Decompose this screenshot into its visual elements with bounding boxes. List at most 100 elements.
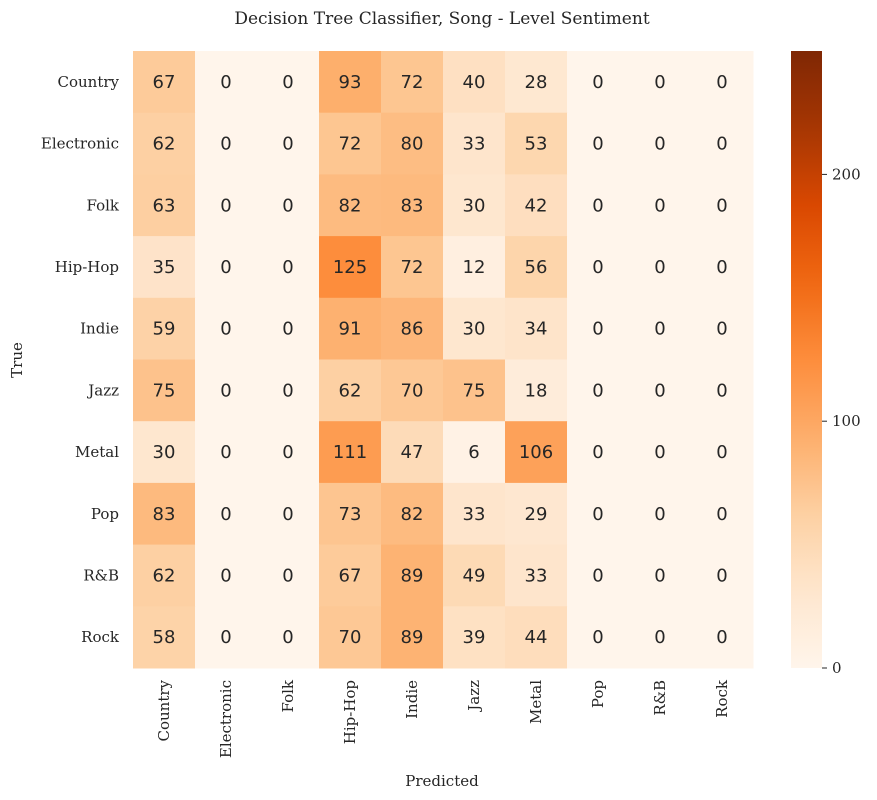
heatmap-cell bbox=[381, 51, 444, 114]
heatmap-cell bbox=[319, 236, 382, 299]
heatmap-cell bbox=[133, 359, 196, 422]
cell-value-label: 0 bbox=[220, 627, 231, 648]
cell-value-label: 0 bbox=[592, 72, 603, 93]
cell-value-label: 0 bbox=[654, 257, 665, 278]
cell-value-label: 0 bbox=[716, 565, 727, 586]
y-tick-label: Pop bbox=[91, 505, 119, 523]
cell-value-label: 0 bbox=[592, 195, 603, 216]
cell-value-label: 29 bbox=[525, 504, 548, 525]
y-tick-label: Jazz bbox=[86, 381, 119, 399]
cell-value-label: 0 bbox=[220, 72, 231, 93]
cell-value-label: 18 bbox=[525, 380, 548, 401]
cell-value-label: 93 bbox=[339, 72, 362, 93]
heatmap-cell bbox=[505, 51, 568, 114]
cell-value-label: 0 bbox=[282, 627, 293, 648]
heatmap-cell bbox=[257, 606, 320, 669]
heatmap-cell bbox=[629, 606, 692, 669]
cell-value-label: 70 bbox=[401, 380, 424, 401]
heatmap-cell bbox=[691, 112, 754, 175]
cell-value-label: 72 bbox=[401, 257, 424, 278]
heatmap-cell bbox=[319, 51, 382, 114]
heatmap-cell bbox=[319, 297, 382, 360]
x-tick-label: Jazz bbox=[465, 680, 483, 713]
heatmap-cell bbox=[133, 606, 196, 669]
cell-value-label: 80 bbox=[401, 134, 424, 155]
heatmap-cell bbox=[505, 544, 568, 607]
heatmap-cell bbox=[257, 482, 320, 546]
cell-value-label: 89 bbox=[401, 565, 424, 586]
cell-value-label: 0 bbox=[654, 319, 665, 340]
cell-value-label: 70 bbox=[339, 627, 362, 648]
cell-value-label: 33 bbox=[463, 504, 486, 525]
heatmap-cell bbox=[691, 482, 754, 546]
cell-value-label: 0 bbox=[220, 565, 231, 586]
heatmap-cell bbox=[567, 421, 630, 484]
cell-value-label: 0 bbox=[592, 565, 603, 586]
heatmap-cell bbox=[567, 51, 630, 114]
heatmap-cell bbox=[257, 359, 320, 422]
heatmap-cell bbox=[505, 606, 568, 669]
cell-value-label: 0 bbox=[592, 380, 603, 401]
cell-value-label: 75 bbox=[153, 380, 176, 401]
cell-value-label: 30 bbox=[463, 195, 486, 216]
heatmap-cell bbox=[691, 421, 754, 484]
heatmap-cell bbox=[567, 297, 630, 360]
x-tick-labels: Country Electronic Folk Hip-Hop Indie Jazz Met… bbox=[155, 679, 731, 758]
heatmap-cell bbox=[629, 297, 692, 360]
heatmap-cell bbox=[319, 359, 382, 422]
cell-value-label: 86 bbox=[401, 319, 424, 340]
heatmap-cell bbox=[257, 421, 320, 484]
cell-value-label: 0 bbox=[716, 72, 727, 93]
heatmap-cell bbox=[567, 544, 630, 607]
heatmap-cell bbox=[133, 421, 196, 484]
heatmap-cells: 67 0 0 93 72 40 28 0 0 062 0 0 72 80 33 53 0 0 063 0 0 82 83 30… bbox=[133, 51, 754, 669]
cell-value-label: 0 bbox=[654, 72, 665, 93]
heatmap-cell bbox=[505, 236, 568, 299]
x-tick-label: R&B bbox=[651, 680, 669, 716]
chart-title: Decision Tree Classifier, Song - Level S… bbox=[234, 9, 649, 29]
heatmap-cell bbox=[505, 112, 568, 175]
colorbar-tick-label: 200 bbox=[832, 165, 861, 183]
heatmap-cell bbox=[505, 174, 568, 237]
heatmap-cell bbox=[691, 51, 754, 114]
cell-value-label: 0 bbox=[282, 380, 293, 401]
heatmap-cell bbox=[567, 606, 630, 669]
cell-value-label: 0 bbox=[654, 627, 665, 648]
heatmap-cell bbox=[133, 297, 196, 360]
heatmap-cell bbox=[443, 297, 506, 360]
cell-value-label: 47 bbox=[401, 442, 424, 463]
heatmap-cell bbox=[629, 421, 692, 484]
cell-value-label: 35 bbox=[153, 257, 176, 278]
y-tick-label: Folk bbox=[86, 196, 119, 214]
colorbar-tick-label: 0 bbox=[832, 659, 842, 677]
cell-value-label: 125 bbox=[333, 257, 367, 278]
cell-value-label: 106 bbox=[519, 442, 553, 463]
cell-value-label: 0 bbox=[592, 627, 603, 648]
cell-value-label: 0 bbox=[716, 442, 727, 463]
cell-value-label: 39 bbox=[463, 627, 486, 648]
cell-value-label: 0 bbox=[220, 442, 231, 463]
cell-value-label: 49 bbox=[463, 565, 486, 586]
cell-value-label: 75 bbox=[463, 380, 486, 401]
cell-value-label: 0 bbox=[220, 380, 231, 401]
cell-value-label: 34 bbox=[525, 319, 548, 340]
cell-value-label: 0 bbox=[592, 134, 603, 155]
heatmap-cell bbox=[195, 482, 258, 546]
heatmap-cell bbox=[257, 112, 320, 175]
heatmap-cell bbox=[381, 112, 444, 175]
cell-value-label: 59 bbox=[153, 319, 176, 340]
heatmap-cell bbox=[381, 297, 444, 360]
cell-value-label: 72 bbox=[401, 72, 424, 93]
cell-value-label: 0 bbox=[282, 504, 293, 525]
heatmap-cell bbox=[567, 174, 630, 237]
cell-value-label: 62 bbox=[339, 380, 362, 401]
cell-value-label: 82 bbox=[339, 195, 362, 216]
heatmap-cell bbox=[133, 174, 196, 237]
heatmap-cell bbox=[505, 482, 568, 546]
cell-value-label: 0 bbox=[220, 195, 231, 216]
x-tick-label: Country bbox=[155, 679, 173, 741]
heatmap-cell bbox=[195, 112, 258, 175]
heatmap-cell bbox=[381, 174, 444, 237]
heatmap-cell bbox=[133, 482, 196, 546]
cell-value-label: 0 bbox=[716, 380, 727, 401]
